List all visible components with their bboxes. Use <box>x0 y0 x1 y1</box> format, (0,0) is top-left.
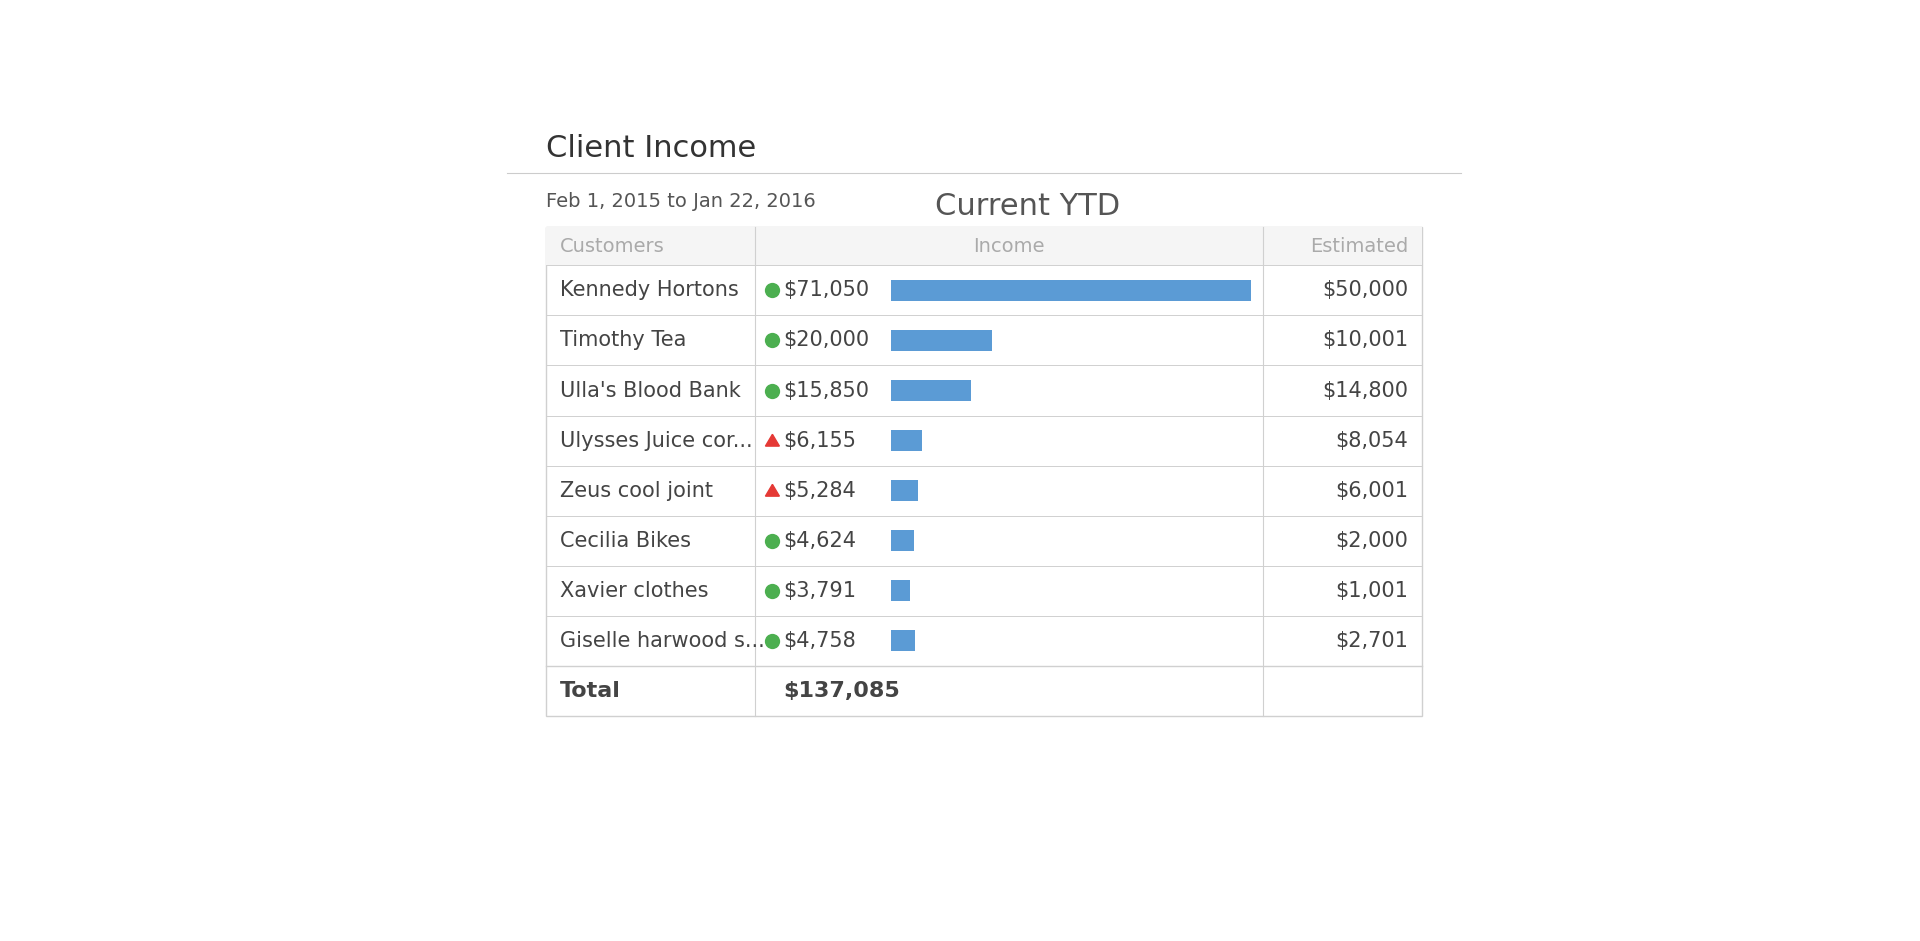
Text: $15,850: $15,850 <box>783 380 870 401</box>
Text: Estimated: Estimated <box>1309 236 1407 256</box>
Text: Zeus cool joint: Zeus cool joint <box>561 481 712 501</box>
Text: $137,085: $137,085 <box>783 680 900 701</box>
Text: $6,001: $6,001 <box>1334 481 1407 501</box>
Polygon shape <box>766 435 780 446</box>
Text: $4,758: $4,758 <box>783 630 856 651</box>
Bar <box>891 630 916 651</box>
Text: $14,800: $14,800 <box>1323 380 1407 401</box>
Text: Feb 1, 2015 to Jan 22, 2016: Feb 1, 2015 to Jan 22, 2016 <box>545 192 816 211</box>
Text: Ulysses Juice cor...: Ulysses Juice cor... <box>561 431 753 451</box>
Text: $8,054: $8,054 <box>1334 431 1407 451</box>
Bar <box>891 480 918 502</box>
Text: Client Income: Client Income <box>545 135 756 164</box>
Text: $2,701: $2,701 <box>1334 630 1407 651</box>
Text: $2,000: $2,000 <box>1334 531 1407 550</box>
Bar <box>891 530 914 551</box>
Text: $71,050: $71,050 <box>783 280 870 300</box>
Text: $50,000: $50,000 <box>1321 280 1407 300</box>
Text: $3,791: $3,791 <box>783 581 856 600</box>
Text: Xavier clothes: Xavier clothes <box>561 581 708 600</box>
Text: Customers: Customers <box>561 236 664 256</box>
Text: Total: Total <box>561 680 620 701</box>
Bar <box>891 279 1252 301</box>
Text: Current YTD: Current YTD <box>935 192 1121 221</box>
Bar <box>891 330 993 351</box>
Bar <box>545 227 1423 716</box>
Text: Cecilia Bikes: Cecilia Bikes <box>561 531 691 550</box>
Text: $4,624: $4,624 <box>783 531 856 550</box>
Text: $5,284: $5,284 <box>783 481 856 501</box>
Text: $20,000: $20,000 <box>783 330 870 350</box>
Text: Giselle harwood s...: Giselle harwood s... <box>561 630 764 651</box>
Text: Kennedy Hortons: Kennedy Hortons <box>561 280 739 300</box>
Text: $10,001: $10,001 <box>1321 330 1407 350</box>
Text: Ulla's Blood Bank: Ulla's Blood Bank <box>561 380 741 401</box>
Text: Income: Income <box>973 236 1044 256</box>
Bar <box>545 227 1423 265</box>
Polygon shape <box>766 485 780 496</box>
Text: $1,001: $1,001 <box>1334 581 1407 600</box>
Bar <box>891 380 972 401</box>
Text: $6,155: $6,155 <box>783 431 856 451</box>
Bar <box>891 430 922 451</box>
Text: Timothy Tea: Timothy Tea <box>561 330 687 350</box>
Bar <box>891 581 910 601</box>
